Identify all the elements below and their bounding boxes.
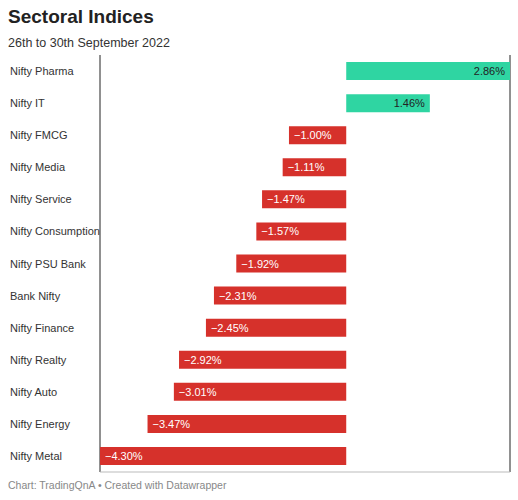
- svg-text:Nifty Pharma: Nifty Pharma: [10, 65, 74, 77]
- svg-text:−1.57%: −1.57%: [261, 225, 299, 237]
- svg-text:1.46%: 1.46%: [394, 97, 425, 109]
- svg-text:Bank Nifty: Bank Nifty: [10, 290, 61, 302]
- svg-text:−2.31%: −2.31%: [219, 290, 257, 302]
- svg-text:Nifty Finance: Nifty Finance: [10, 322, 74, 334]
- svg-text:−4.30%: −4.30%: [105, 450, 143, 462]
- svg-text:Nifty IT: Nifty IT: [10, 97, 45, 109]
- svg-text:Nifty Realty: Nifty Realty: [10, 354, 67, 366]
- svg-text:−3.01%: −3.01%: [179, 386, 217, 398]
- svg-text:Nifty Consumption: Nifty Consumption: [10, 225, 100, 237]
- svg-text:Nifty Media: Nifty Media: [10, 161, 66, 173]
- svg-text:−2.45%: −2.45%: [211, 322, 249, 334]
- html-text:Chart: TradingQnA • Created wi: Chart: TradingQnA • Created with Datawra…: [8, 479, 227, 491]
- svg-text:Nifty FMCG: Nifty FMCG: [10, 129, 67, 141]
- svg-text:2.86%: 2.86%: [474, 65, 505, 77]
- svg-text:Nifty Service: Nifty Service: [10, 193, 72, 205]
- svg-text:−1.00%: −1.00%: [294, 129, 332, 141]
- svg-text:Nifty Energy: Nifty Energy: [10, 418, 70, 430]
- svg-text:−1.92%: −1.92%: [241, 258, 279, 270]
- svg-text:−1.47%: −1.47%: [267, 193, 305, 205]
- svg-text:−1.11%: −1.11%: [288, 161, 325, 173]
- svg-text:−2.92%: −2.92%: [184, 354, 222, 366]
- svg-text:Nifty PSU Bank: Nifty PSU Bank: [10, 258, 86, 270]
- svg-text:Nifty Auto: Nifty Auto: [10, 386, 57, 398]
- html-text:Sectoral Indices: Sectoral Indices: [8, 6, 154, 27]
- html-text:26th to 30th September 2022: 26th to 30th September 2022: [8, 36, 170, 50]
- svg-text:−3.47%: −3.47%: [153, 418, 191, 430]
- svg-text:Nifty Metal: Nifty Metal: [10, 450, 62, 462]
